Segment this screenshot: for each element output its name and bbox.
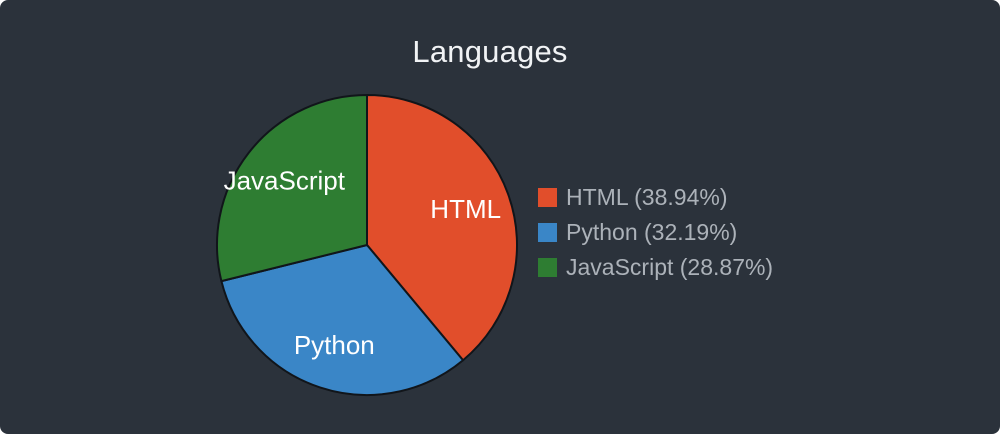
legend-label: JavaScript (28.87%) xyxy=(566,254,774,280)
pie-slice-javascript[interactable] xyxy=(216,94,368,283)
legend-label: Python (32.19%) xyxy=(566,219,738,245)
slice-label-javascript: JavaScript xyxy=(224,165,346,195)
legend: HTML (38.94%) Python (32.19%) JavaScript (… xyxy=(538,185,773,290)
legend-label: HTML (38.94%) xyxy=(566,184,728,210)
slice-label-python: Python xyxy=(294,330,375,360)
legend-swatch-html xyxy=(538,187,557,207)
chart-title: Languages xyxy=(412,34,568,69)
legend-swatch-javascript xyxy=(538,257,557,277)
slice-label-html: HTML xyxy=(430,194,501,224)
legend-item-html[interactable]: HTML (38.94%) xyxy=(538,185,773,209)
pie-slice-html[interactable] xyxy=(366,94,519,362)
legend-swatch-python xyxy=(538,222,557,242)
legend-item-python[interactable]: Python (32.19%) xyxy=(538,220,773,244)
legend-item-javascript[interactable]: JavaScript (28.87%) xyxy=(538,255,773,279)
pie-slice-python[interactable] xyxy=(220,244,465,396)
